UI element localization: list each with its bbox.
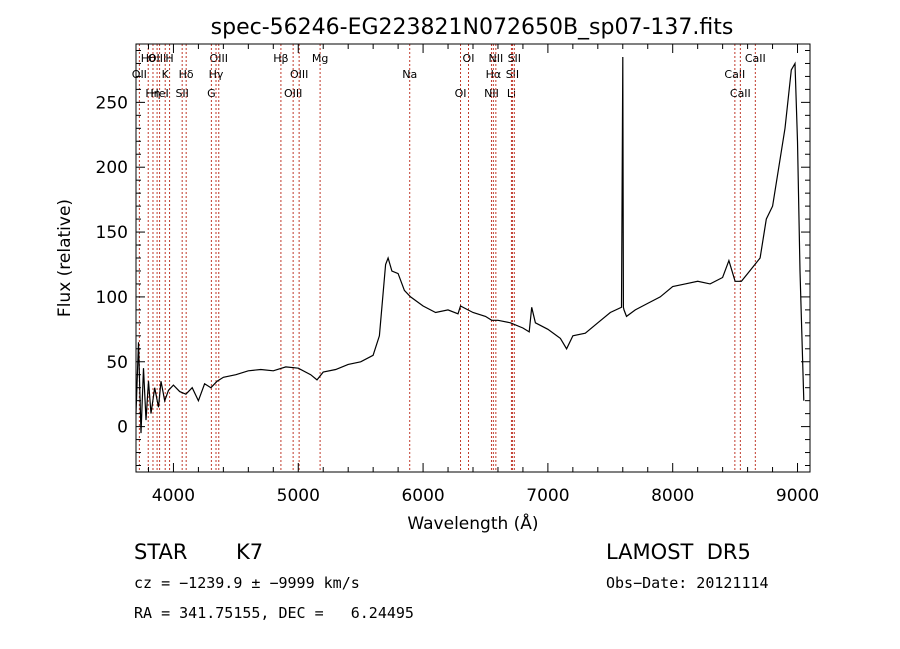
spectrum-series xyxy=(135,56,805,434)
spectral-line-label: Hβ xyxy=(273,52,288,65)
spectral-line-label: H xyxy=(165,52,173,65)
plot-frame xyxy=(135,43,811,473)
spectral-line-label: Hθ xyxy=(141,52,156,65)
spectral-line-label: OI xyxy=(463,52,475,65)
spectral-line-label: Na xyxy=(402,68,417,81)
spectral-line-label: CaII xyxy=(745,52,766,65)
survey-release: LAMOST DR5 xyxy=(606,540,751,564)
x-tick-label: 6000 xyxy=(401,486,444,506)
spectrum-line xyxy=(135,56,805,434)
y-axis-label: Flux (relative) xyxy=(55,199,75,317)
x-tick-label: 5000 xyxy=(277,486,320,506)
y-tick-label: 50 xyxy=(106,353,128,373)
spectral-line-label: OIII xyxy=(284,87,302,100)
spectral-line-label: OIII xyxy=(210,52,228,65)
spectral-line-label: NII xyxy=(488,52,503,65)
spectral-line-label: SII xyxy=(508,52,521,65)
spectral-line-label: OII xyxy=(132,68,147,81)
spectral-line-label: SII xyxy=(175,87,188,100)
spectral-line-label: Li xyxy=(507,87,516,100)
spectral-line-label: Mg xyxy=(312,52,328,65)
spectral-line-label: NII xyxy=(484,87,499,100)
obs-date: Obs−Date: 20121114 xyxy=(606,574,769,592)
object-subclass: K7 xyxy=(236,540,264,564)
ra-dec-readout: RA = 341.75155, DEC = 6.24495 xyxy=(134,604,414,622)
spectral-line-label: SII xyxy=(506,68,519,81)
y-tick-label: 200 xyxy=(96,158,128,178)
spectral-line-label: OIII xyxy=(148,52,166,65)
x-tick-label: 9000 xyxy=(776,486,819,506)
y-tick-label: 150 xyxy=(96,223,128,243)
spectral-line-label: OI xyxy=(455,87,467,100)
x-axis-label: Wavelength (Å) xyxy=(407,512,538,534)
spectral-line-markers: HθOIIHηOIIIKHeIHHδSIIOIIIHγGHβOIIIOIIIMg… xyxy=(132,44,766,472)
chart-title: spec-56246-EG223821N072650B_sp07-137.fit… xyxy=(211,15,734,40)
spectral-line-label: Hδ xyxy=(179,68,194,81)
spectral-line-label: CaII xyxy=(730,87,751,100)
spectral-line-label: K xyxy=(162,68,170,81)
spectral-line-label: CaII xyxy=(724,68,745,81)
y-tick-label: 250 xyxy=(96,93,128,113)
y-tick-label: 0 xyxy=(117,418,128,438)
x-tick-label: 8000 xyxy=(651,486,694,506)
spectral-line-label: HeI xyxy=(150,87,168,100)
spectral-line-label: G xyxy=(207,87,216,100)
object-class: STAR xyxy=(134,540,188,564)
axis-ticks: 4000 5000 6000 7000 8000 9000 0 50 100 150 200 250 xyxy=(96,44,819,506)
spectral-line-label: OIII xyxy=(290,68,308,81)
x-tick-label: 4000 xyxy=(152,486,195,506)
y-tick-label: 100 xyxy=(96,288,128,308)
spectral-line-label: Hγ xyxy=(209,68,224,81)
x-tick-label: 7000 xyxy=(526,486,569,506)
redshift-readout: cz = −1239.9 ± −9999 km/s xyxy=(134,574,360,592)
spectral-line-label: Hα xyxy=(486,68,502,81)
